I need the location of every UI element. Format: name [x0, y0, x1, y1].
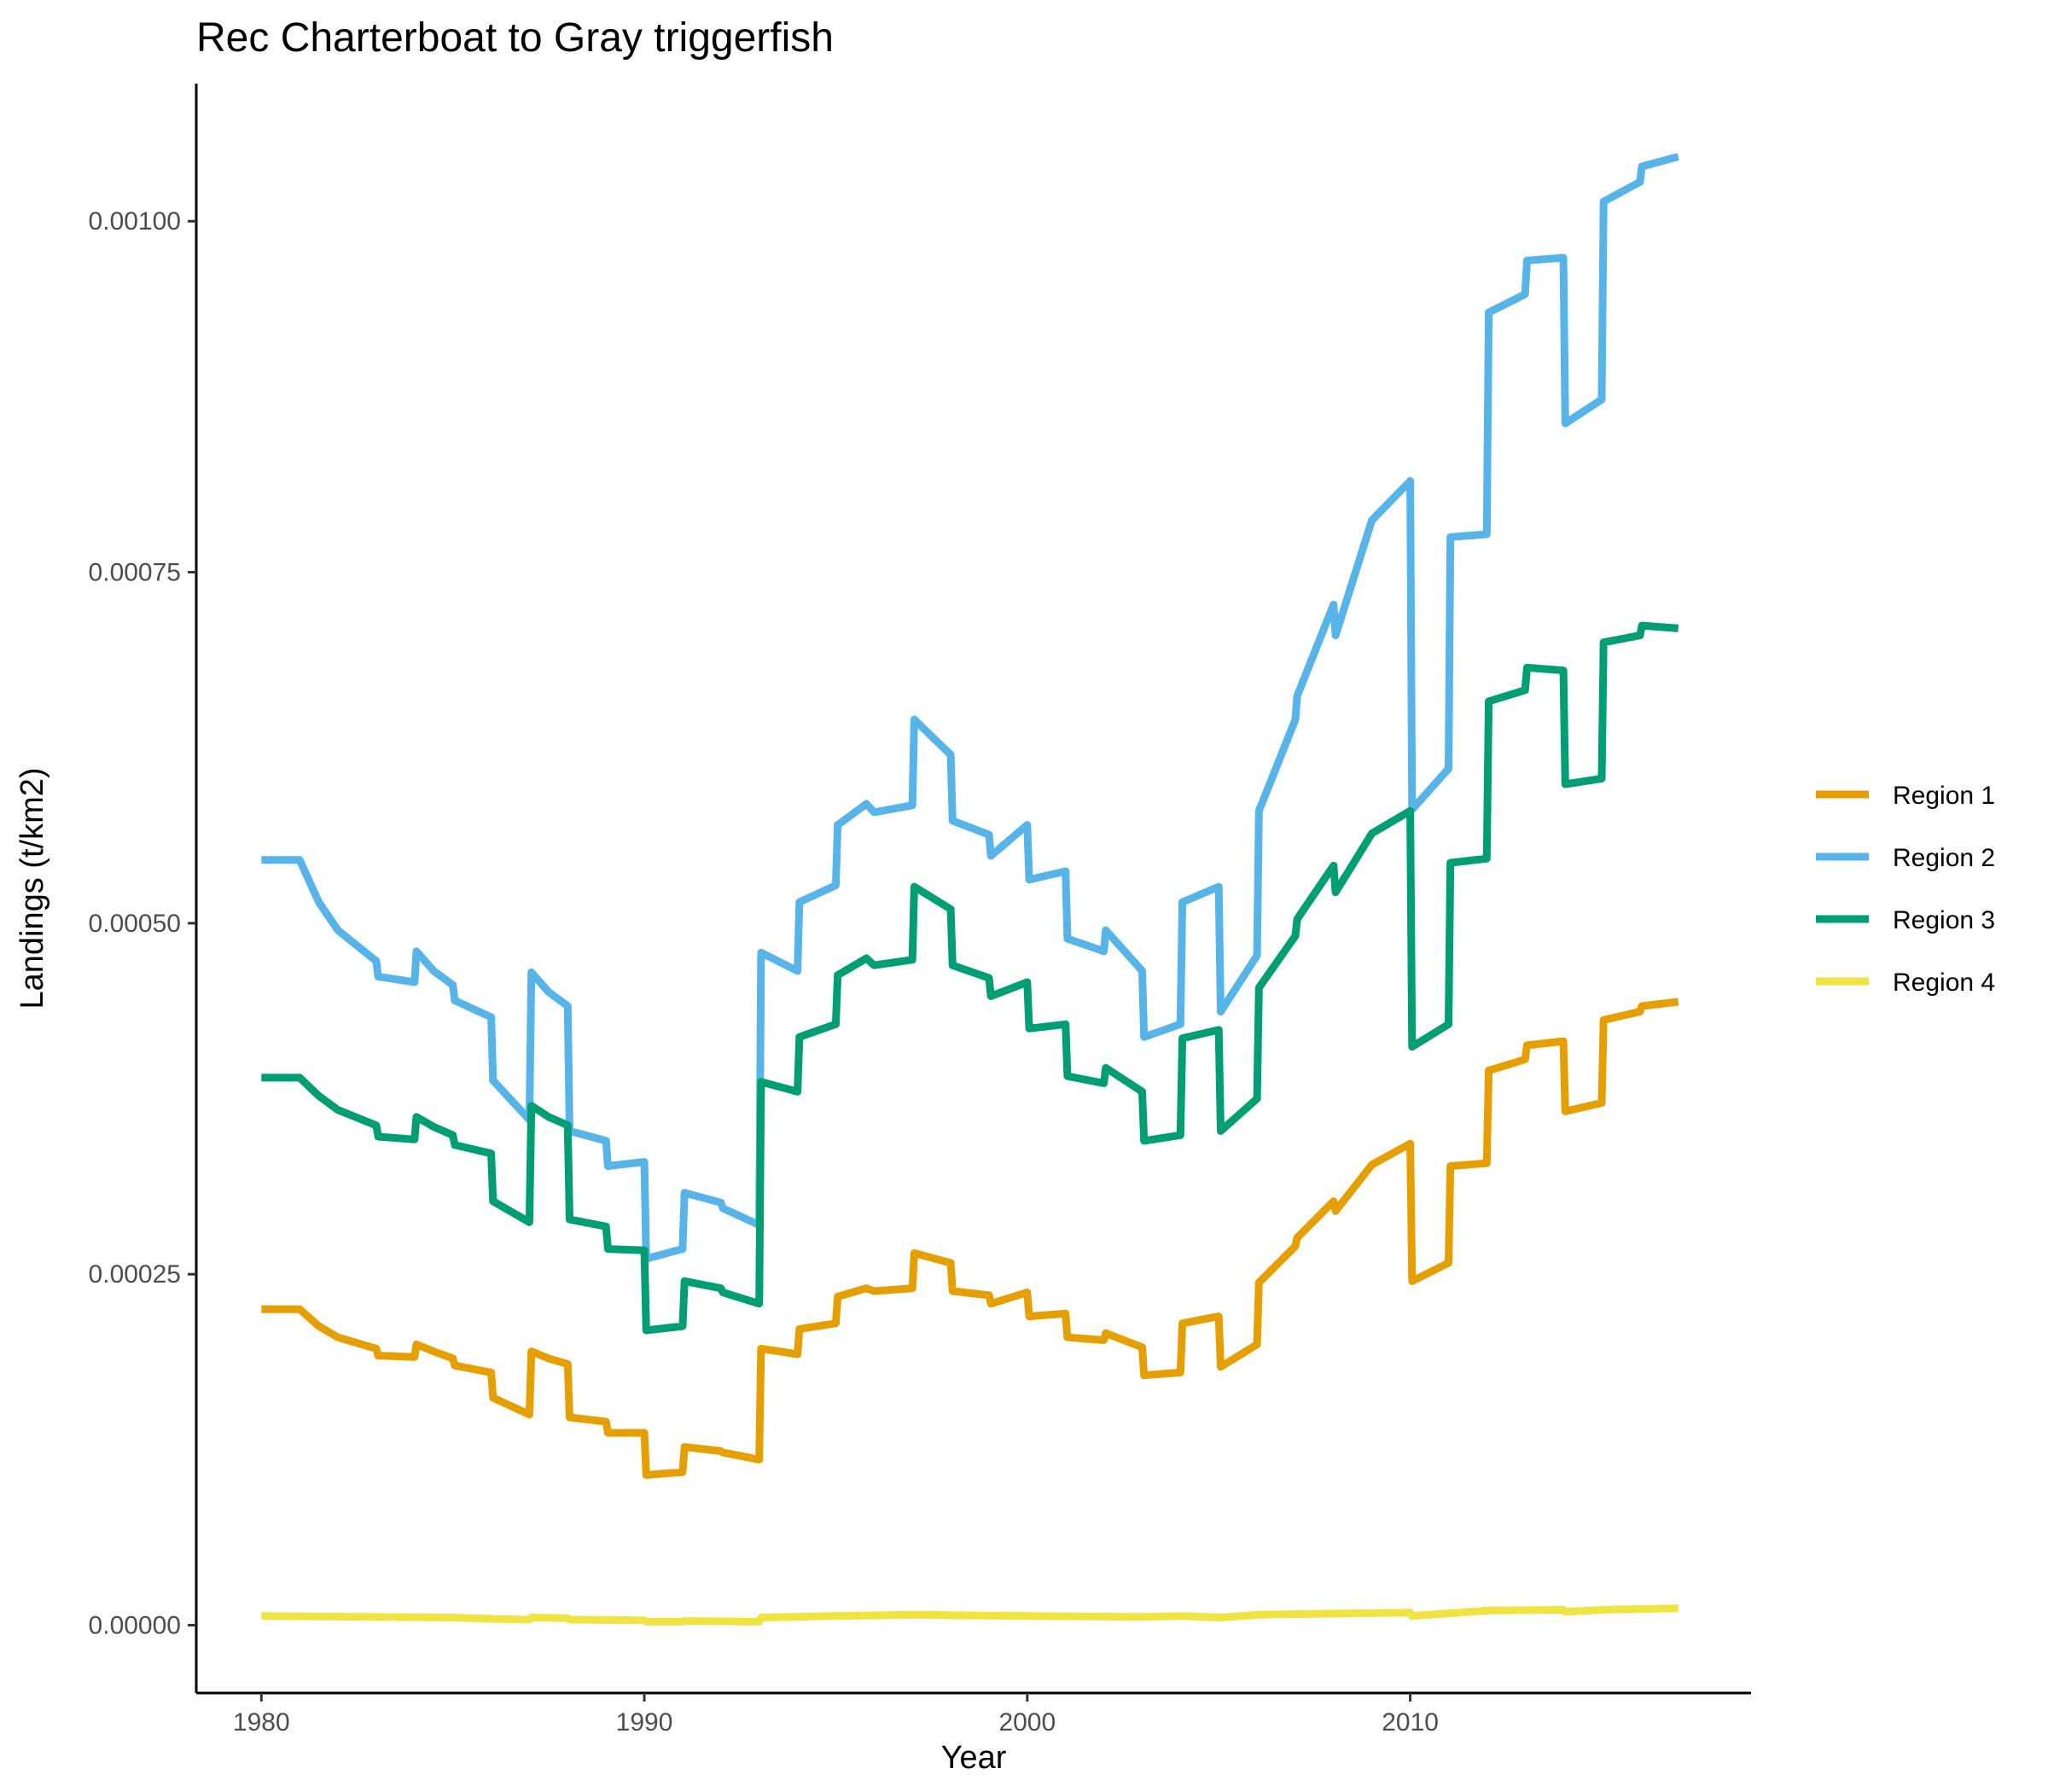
x-tick-label: 2000 [998, 1708, 1056, 1737]
legend: Region 1 Region 2 Region 3 Region 4 [1816, 782, 1995, 997]
y-axis: 0.00000 0.00025 0.00050 0.00075 0.00100 [89, 207, 196, 1640]
y-tick-label: 0.00100 [89, 207, 181, 236]
y-tick-label: 0.00050 [89, 910, 181, 938]
y-tick-label: 0.00025 [89, 1260, 181, 1289]
plot-area [261, 153, 1679, 1626]
legend-label-region-2: Region 2 [1893, 844, 1995, 872]
y-tick-label: 0.00075 [89, 559, 181, 587]
x-tick-label: 1980 [233, 1708, 290, 1737]
x-axis-title: Year [941, 1740, 1007, 1776]
series-line-region-4 [261, 1604, 1679, 1626]
series-line-region-1 [261, 998, 1679, 1479]
legend-label-region-3: Region 3 [1893, 906, 1995, 934]
series-line-region-2 [261, 153, 1679, 1263]
series-line-region-3 [261, 621, 1679, 1335]
x-tick-label: 2010 [1382, 1708, 1439, 1737]
legend-label-region-1: Region 1 [1893, 782, 1995, 810]
legend-label-region-4: Region 4 [1893, 969, 1995, 997]
x-axis: 1980 1990 2000 2010 [233, 1693, 1439, 1737]
chart-title: Rec Charterboat to Gray triggerfish [196, 15, 834, 61]
y-axis-title: Landings (t/km2) [15, 767, 50, 1009]
x-tick-label: 1990 [616, 1708, 673, 1737]
y-tick-label: 0.00000 [89, 1612, 181, 1640]
